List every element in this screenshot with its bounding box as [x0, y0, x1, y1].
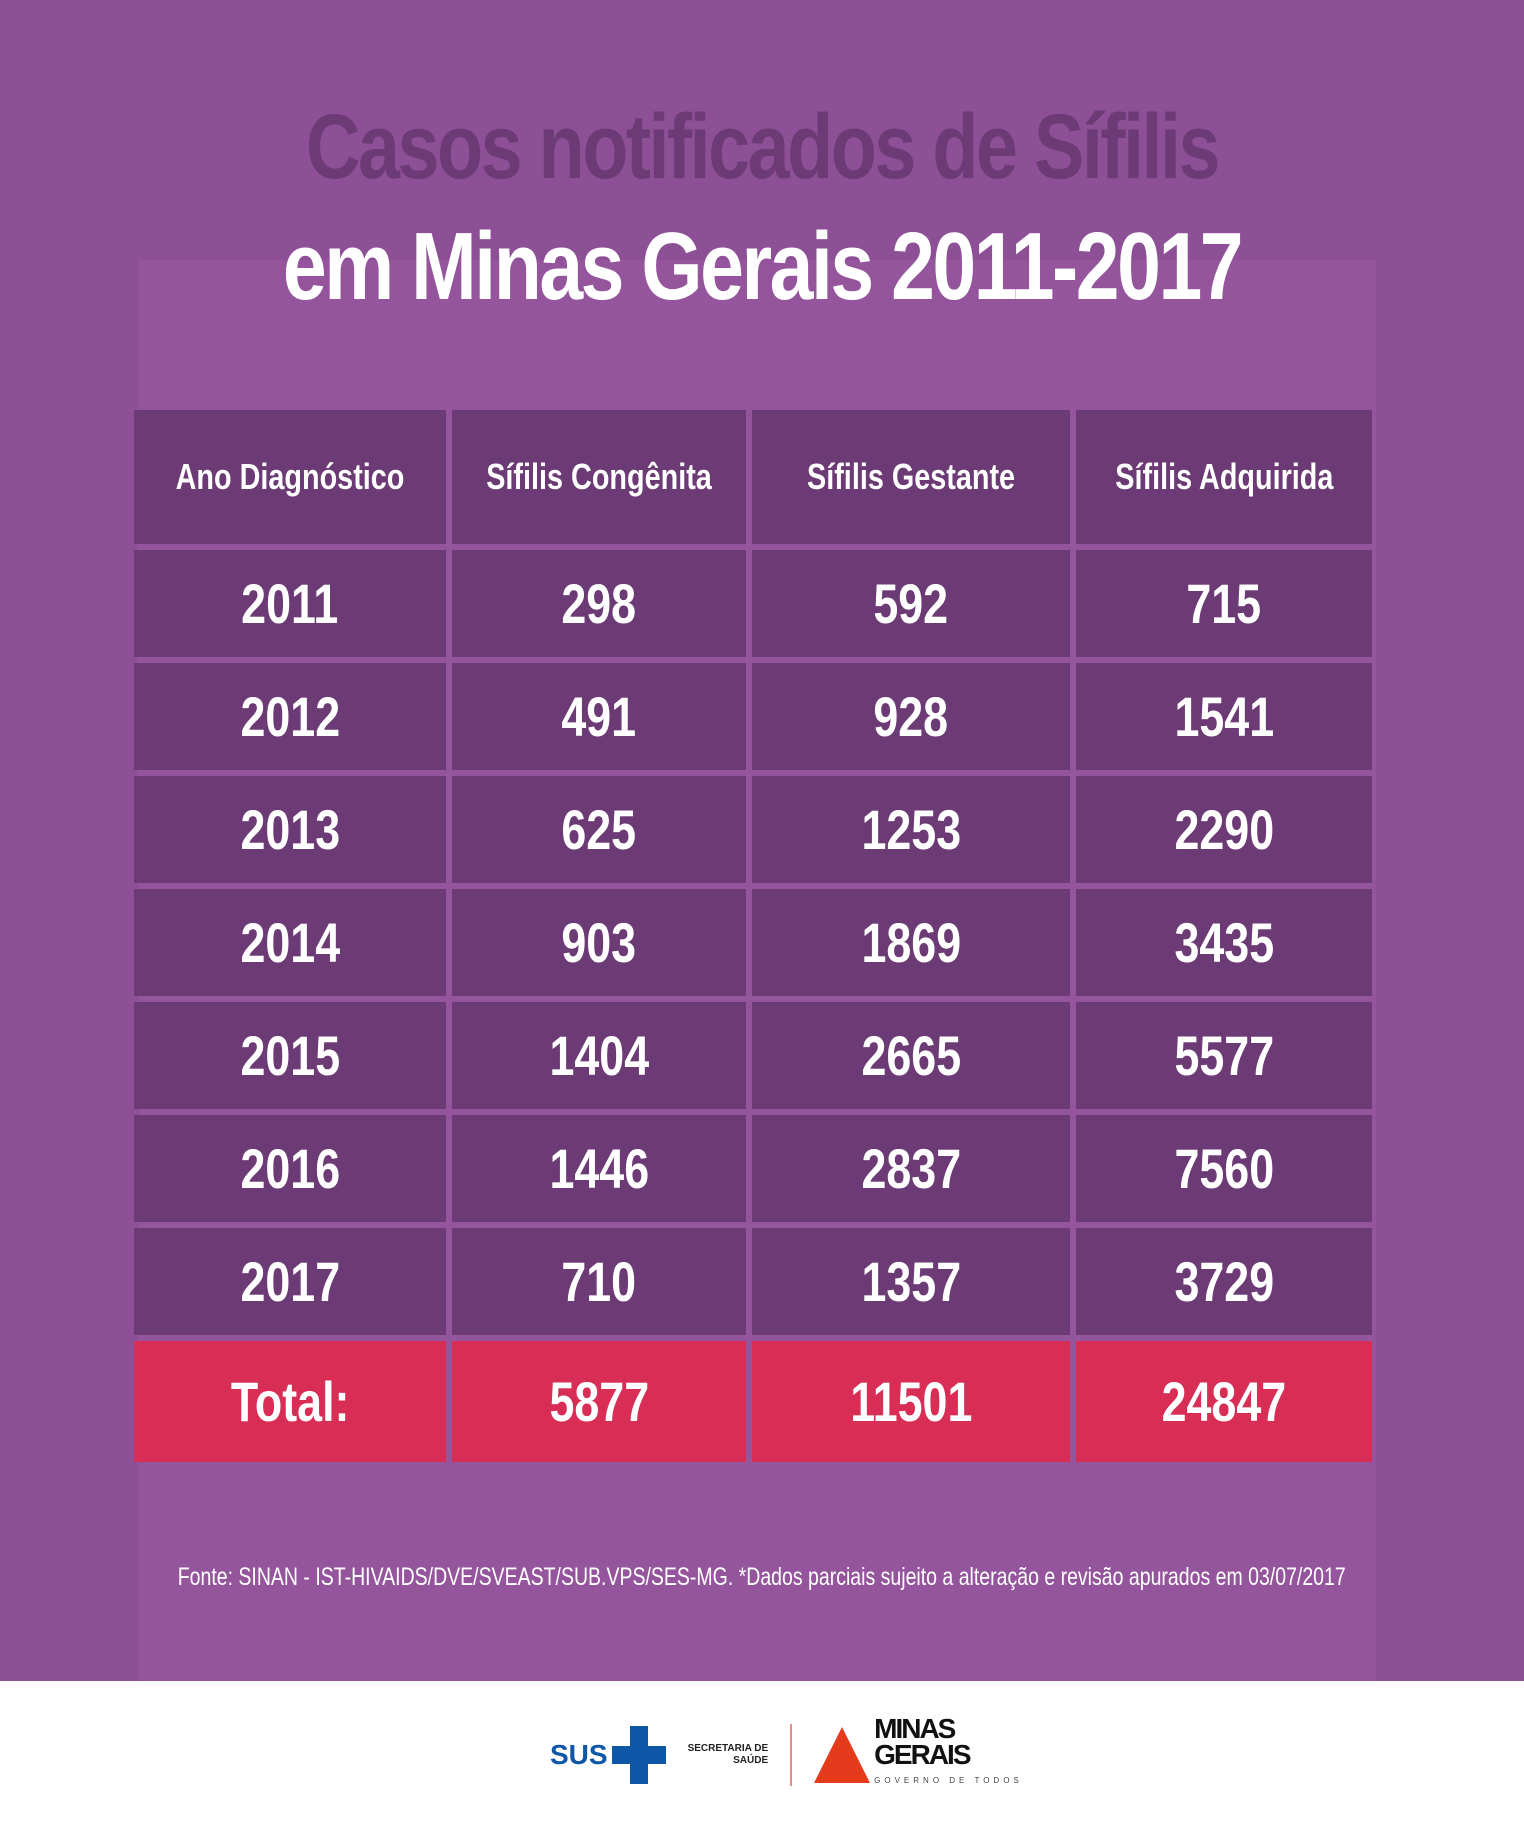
value-cell: 298 [452, 550, 746, 657]
value-cell: 3729 [1076, 1228, 1372, 1335]
total-row: Total: 5877 11501 24847 [134, 1341, 1372, 1462]
title-line-1: Casos notificados de Sífilis [305, 96, 1221, 198]
year-cell: 2017 [134, 1228, 446, 1335]
value-cell: 7560 [1076, 1115, 1372, 1222]
footer-logos: SUS SECRETARIA DE SAÚDE MINAS GERAIS GOVERN… [550, 1715, 1023, 1790]
sus-logo: SUS [550, 1726, 666, 1784]
value-cell: 1446 [452, 1115, 746, 1222]
table-row: 2014 903 1869 3435 [134, 889, 1372, 996]
secretaria-logo: SECRETARIA DE SAÚDE [687, 1743, 769, 1766]
value-cell: 491 [452, 663, 746, 770]
year-cell: 2013 [134, 776, 446, 883]
total-label: Total: [134, 1341, 446, 1462]
year-cell: 2014 [134, 889, 446, 996]
divider [790, 1724, 793, 1786]
header-cell: Sífilis Congênita [452, 410, 746, 544]
value-cell: 2665 [752, 1002, 1070, 1109]
total-cell: 5877 [452, 1341, 746, 1462]
table-row: 2011 298 592 715 [134, 550, 1372, 657]
total-cell: 24847 [1076, 1341, 1372, 1462]
value-cell: 625 [452, 776, 746, 883]
table-row: 2016 1446 2837 7560 [134, 1115, 1372, 1222]
source-note: Fonte: SINAN - IST-HIVAIDS/DVE/SVEAST/SU… [177, 1563, 1347, 1591]
table-row: 2015 1404 2665 5577 [134, 1002, 1372, 1109]
year-cell: 2012 [134, 663, 446, 770]
value-cell: 715 [1076, 550, 1372, 657]
value-cell: 1869 [752, 889, 1070, 996]
triangle-icon [814, 1727, 871, 1783]
cross-icon [611, 1726, 666, 1784]
header-cell: Sífilis Gestante [752, 410, 1070, 544]
header-cell: Sífilis Adquirida [1076, 410, 1372, 544]
value-cell: 592 [752, 550, 1070, 657]
syphilis-cases-table: Ano Diagnóstico Sífilis Congênita Sífili… [128, 404, 1378, 1468]
value-cell: 1253 [752, 776, 1070, 883]
year-cell: 2016 [134, 1115, 446, 1222]
table-row: 2013 625 1253 2290 [134, 776, 1372, 883]
value-cell: 3435 [1076, 889, 1372, 996]
header-cell: Ano Diagnóstico [134, 410, 446, 544]
year-cell: 2015 [134, 1002, 446, 1109]
value-cell: 2837 [752, 1115, 1070, 1222]
value-cell: 1404 [452, 1002, 746, 1109]
value-cell: 1357 [752, 1228, 1070, 1335]
table-header-row: Ano Diagnóstico Sífilis Congênita Sífili… [134, 410, 1372, 544]
total-cell: 11501 [752, 1341, 1070, 1462]
value-cell: 928 [752, 663, 1070, 770]
value-cell: 710 [452, 1228, 746, 1335]
table-row: 2017 710 1357 3729 [134, 1228, 1372, 1335]
value-cell: 5577 [1076, 1002, 1372, 1109]
value-cell: 2290 [1076, 776, 1372, 883]
value-cell: 1541 [1076, 663, 1372, 770]
value-cell: 903 [452, 889, 746, 996]
year-cell: 2011 [134, 550, 446, 657]
table-row: 2012 491 928 1541 [134, 663, 1372, 770]
minas-gerais-logo: MINAS GERAIS GOVERNO DE TODOS [814, 1715, 1023, 1794]
title-line-2: em Minas Gerais 2011-2017 [282, 213, 1244, 320]
